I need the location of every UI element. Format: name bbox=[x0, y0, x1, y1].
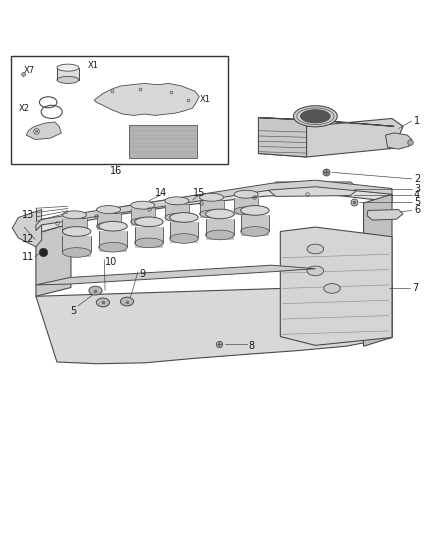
Bar bbox=[129, 125, 197, 158]
Polygon shape bbox=[36, 285, 392, 364]
Text: 5: 5 bbox=[414, 197, 420, 207]
Ellipse shape bbox=[99, 221, 127, 231]
Ellipse shape bbox=[206, 209, 234, 219]
Polygon shape bbox=[385, 133, 412, 149]
Text: 3: 3 bbox=[414, 183, 420, 193]
Bar bbox=[96, 214, 121, 230]
Polygon shape bbox=[12, 209, 42, 247]
Ellipse shape bbox=[240, 227, 269, 236]
Polygon shape bbox=[367, 209, 403, 220]
Text: 5: 5 bbox=[71, 306, 77, 316]
Ellipse shape bbox=[99, 243, 127, 252]
Bar bbox=[62, 236, 91, 257]
Text: 1: 1 bbox=[414, 116, 420, 126]
Polygon shape bbox=[268, 182, 359, 197]
Ellipse shape bbox=[57, 64, 79, 71]
Ellipse shape bbox=[57, 76, 79, 84]
Text: X1: X1 bbox=[199, 95, 210, 104]
Bar bbox=[135, 227, 163, 248]
Ellipse shape bbox=[206, 230, 234, 240]
Bar bbox=[57, 68, 79, 80]
Polygon shape bbox=[364, 194, 392, 346]
Text: 12: 12 bbox=[22, 235, 34, 244]
Ellipse shape bbox=[240, 206, 269, 215]
Text: 11: 11 bbox=[22, 252, 34, 262]
Ellipse shape bbox=[234, 190, 258, 198]
Polygon shape bbox=[36, 223, 71, 296]
Text: X2: X2 bbox=[18, 104, 29, 114]
Text: 15: 15 bbox=[193, 188, 205, 198]
Ellipse shape bbox=[200, 210, 223, 218]
Ellipse shape bbox=[131, 218, 155, 226]
Ellipse shape bbox=[165, 214, 189, 221]
Ellipse shape bbox=[234, 207, 258, 215]
Text: X1: X1 bbox=[88, 61, 99, 70]
Ellipse shape bbox=[96, 298, 110, 307]
Ellipse shape bbox=[200, 193, 223, 201]
Ellipse shape bbox=[96, 206, 120, 214]
Bar bbox=[63, 219, 86, 236]
Polygon shape bbox=[36, 265, 315, 285]
Ellipse shape bbox=[62, 248, 91, 257]
Ellipse shape bbox=[63, 211, 87, 219]
Ellipse shape bbox=[63, 228, 87, 236]
Bar bbox=[99, 231, 127, 252]
Polygon shape bbox=[26, 122, 61, 140]
Bar bbox=[165, 205, 189, 221]
Ellipse shape bbox=[131, 201, 155, 209]
Bar bbox=[11, 56, 228, 164]
Ellipse shape bbox=[170, 213, 198, 222]
Bar bbox=[199, 201, 223, 218]
Ellipse shape bbox=[307, 266, 324, 276]
Text: 10: 10 bbox=[105, 257, 117, 267]
Polygon shape bbox=[36, 180, 392, 231]
Polygon shape bbox=[258, 118, 394, 126]
Text: X7: X7 bbox=[24, 66, 35, 75]
Ellipse shape bbox=[135, 217, 163, 227]
Ellipse shape bbox=[120, 297, 134, 306]
Text: 4: 4 bbox=[414, 190, 420, 200]
Polygon shape bbox=[94, 84, 199, 115]
Ellipse shape bbox=[307, 244, 324, 254]
Bar bbox=[206, 219, 234, 240]
Text: 2: 2 bbox=[414, 174, 420, 184]
Text: 6: 6 bbox=[414, 205, 420, 215]
Polygon shape bbox=[258, 118, 403, 157]
Ellipse shape bbox=[300, 110, 330, 123]
Ellipse shape bbox=[96, 222, 120, 230]
Bar bbox=[131, 209, 155, 226]
Ellipse shape bbox=[165, 197, 189, 205]
Bar bbox=[170, 222, 198, 243]
Ellipse shape bbox=[324, 284, 340, 293]
Text: 7: 7 bbox=[412, 282, 418, 293]
Bar bbox=[240, 215, 269, 236]
Polygon shape bbox=[258, 118, 307, 157]
Text: 16: 16 bbox=[110, 166, 122, 176]
Ellipse shape bbox=[170, 233, 198, 243]
Text: 13: 13 bbox=[22, 210, 34, 220]
Ellipse shape bbox=[89, 286, 102, 295]
Ellipse shape bbox=[62, 227, 91, 236]
Polygon shape bbox=[36, 185, 392, 233]
Text: 9: 9 bbox=[139, 269, 145, 279]
Ellipse shape bbox=[293, 106, 337, 127]
Ellipse shape bbox=[135, 238, 163, 248]
Text: 8: 8 bbox=[249, 341, 255, 351]
Text: 14: 14 bbox=[155, 188, 167, 198]
Bar bbox=[234, 198, 258, 215]
Polygon shape bbox=[280, 227, 392, 345]
